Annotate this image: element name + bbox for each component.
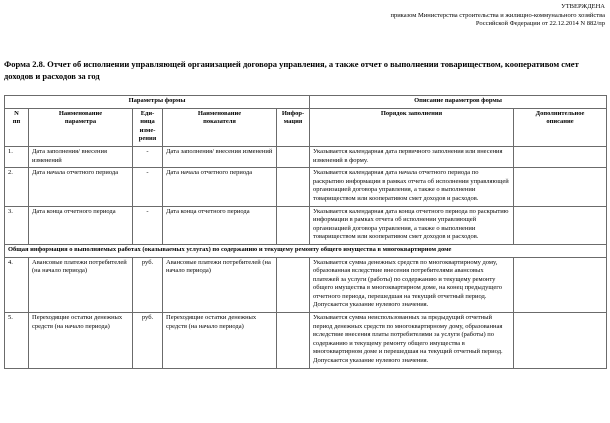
approval-line-1: УТВЕРЖДЕНА (561, 3, 605, 10)
additional-desc-cell (513, 205, 608, 245)
column-header-additional: Дополнительное описание (513, 107, 608, 147)
param-name-cell: Дата начала отчетного периода (28, 167, 133, 207)
row-num: 3. (4, 205, 29, 245)
table-row: 3. Дата конца отчетного периода - Дата конц… (4, 205, 608, 245)
filling-order-cell: Указывается календарная дата конца отчет… (309, 205, 515, 245)
info-cell (275, 167, 311, 207)
filling-order-cell: Указывается календарная дата первичного … (309, 145, 515, 169)
group-header-parameters: Параметры формы (3, 95, 311, 109)
additional-desc-cell (513, 312, 608, 369)
info-cell (275, 256, 311, 314)
param-name-cell: Переходящие остатки денежных средств (на… (28, 312, 133, 369)
unit-cell: - (132, 205, 163, 245)
param-name-cell: Дата конца отчетного периода (28, 205, 133, 245)
unit-cell: - (132, 167, 163, 207)
row-num: 4. (4, 256, 29, 314)
table-row: 4. Авансовые платежи потребителей (на нач… (4, 256, 608, 314)
unit-cell: руб. (132, 312, 163, 369)
row-num: 2. (4, 167, 29, 207)
filling-order-cell: Указывается календарная дата начала отче… (309, 167, 515, 207)
param-name-cell: Авансовые платежи потребителей (на начал… (28, 256, 133, 314)
column-header-order: Порядок заполнения (309, 107, 515, 147)
column-header-num: N пп (4, 107, 29, 147)
column-header-row: N пп Наименование параметра Еди- ница из… (4, 107, 608, 147)
unit-cell: - (132, 145, 163, 169)
indicator-name-cell: Дата заполнения/ внесения изменений (162, 145, 277, 169)
row-num: 5. (4, 312, 29, 369)
info-cell (275, 312, 311, 369)
approval-block: УТВЕРЖДЕНА приказом Министерства строите… (120, 3, 605, 29)
info-cell (275, 145, 311, 169)
row-num: 1. (4, 145, 29, 169)
section-header: Общая информация о выполняемых работах (… (3, 243, 608, 258)
indicator-name-cell: Дата начала отчетного периода (162, 167, 277, 207)
info-cell (275, 205, 311, 245)
param-name-cell: Дата заполнения/ внесения изменений (28, 145, 133, 169)
group-header-row: Параметры формы Описание параметров форм… (3, 95, 608, 109)
filling-order-cell: Указывается сумма неиспользованных за пр… (309, 312, 515, 369)
column-header-indicator: Наименование показателя (162, 107, 277, 147)
column-header-info: Инфор- мация (275, 107, 311, 147)
filling-order-cell: Указывается сумма денежных средств по мн… (309, 256, 515, 314)
section-row: Общая информация о выполняемых работах (… (3, 243, 608, 258)
indicator-name-cell: Дата конца отчетного периода (162, 205, 277, 245)
table-row: 2. Дата начала отчетного периода - Дата нач… (4, 167, 608, 207)
indicator-name-cell: Переходящие остатки денежных средств (на… (162, 312, 277, 369)
column-header-param: Наименование параметра (28, 107, 133, 147)
table-body: 1. Дата заполнения/ внесения изменений - Да… (3, 145, 608, 369)
page-title: Форма 2.8. Отчет об исполнении управляющ… (4, 59, 579, 81)
table-row: 1. Дата заполнения/ внесения изменений - Да… (4, 145, 608, 169)
approval-line-3: Российской Федерации от 22.12.2014 N 882… (475, 20, 605, 27)
additional-desc-cell (513, 145, 608, 169)
indicator-name-cell: Авансовые платежи потребителей (на начал… (162, 256, 277, 314)
table-row: 5. Переходящие остатки денежных средств (… (4, 312, 608, 369)
unit-cell: руб. (132, 256, 163, 314)
group-header-description: Описание параметров формы (309, 95, 608, 109)
additional-desc-cell (513, 167, 608, 207)
form-parameters-table: Параметры формы Описание параметров форм… (3, 95, 608, 369)
additional-desc-cell (513, 256, 608, 314)
approval-line-2: приказом Министерства строительства и жи… (390, 11, 605, 19)
column-header-unit: Еди- ница изме- рения (132, 107, 163, 147)
